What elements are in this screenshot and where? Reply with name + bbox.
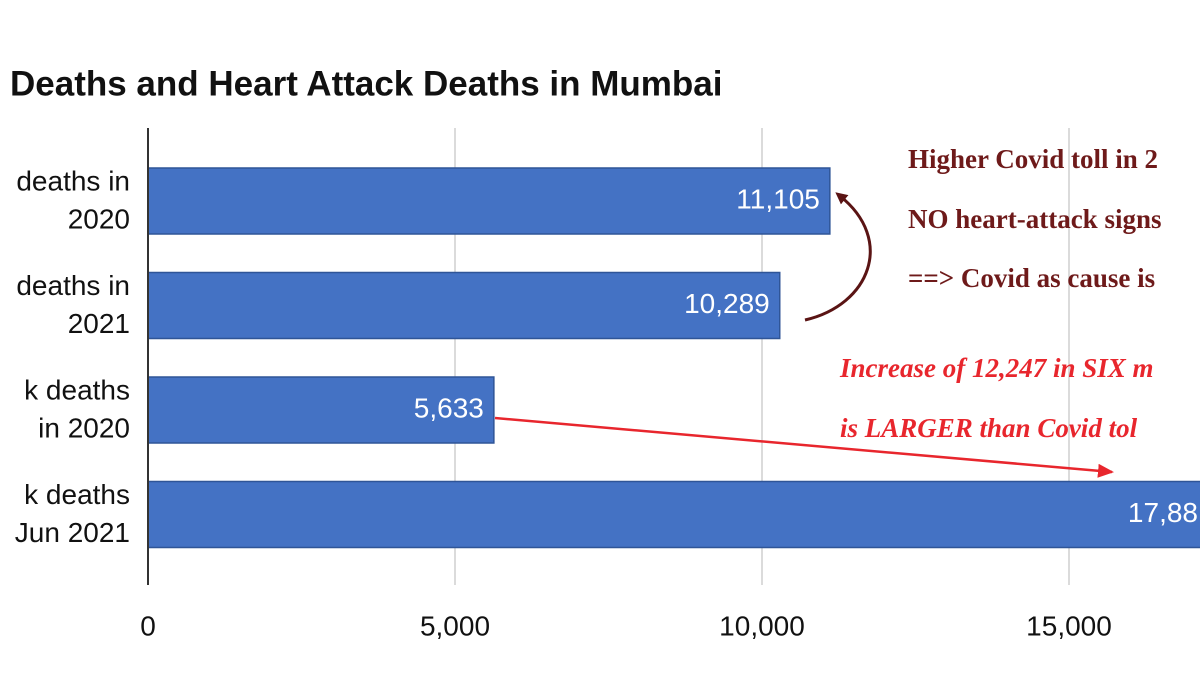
annotation: ==> Covid as cause is (908, 263, 1155, 293)
straight-arrow (494, 416, 1114, 478)
bar (147, 271, 781, 340)
x-tick-label: 10,000 (719, 610, 805, 641)
value-label: 11,105 (736, 183, 820, 214)
y-tick-label: deaths in (16, 165, 130, 196)
annotation: Higher Covid toll in 2 (908, 144, 1158, 174)
bar (147, 167, 831, 235)
y-tick-label: in 2020 (38, 412, 130, 443)
y-tick-label: k deaths (24, 374, 130, 405)
bar (147, 376, 495, 444)
value-label: 10,289 (684, 288, 770, 319)
chart-title: Deaths and Heart Attack Deaths in Mumbai (10, 64, 722, 103)
y-tick-label: Jun 2021 (15, 517, 130, 548)
x-tick-label: 0 (140, 610, 156, 641)
annotation: Increase of 12,247 in SIX m (839, 353, 1154, 383)
bars (147, 167, 1200, 549)
curved-arrow (804, 192, 872, 322)
y-tick-label: deaths in (16, 270, 130, 301)
annotation: NO heart-attack signs (908, 204, 1161, 234)
x-tick-label: 5,000 (420, 610, 490, 641)
value-label: 17,88 (1128, 497, 1198, 528)
y-tick-label: 2020 (68, 203, 130, 234)
annotation: is LARGER than Covid tol (840, 413, 1138, 443)
x-tick-label: 15,000 (1026, 610, 1112, 641)
bar (147, 480, 1200, 549)
y-tick-label: 2021 (68, 308, 130, 339)
value-label: 5,633 (414, 392, 484, 423)
y-tick-label: k deaths (24, 479, 130, 510)
